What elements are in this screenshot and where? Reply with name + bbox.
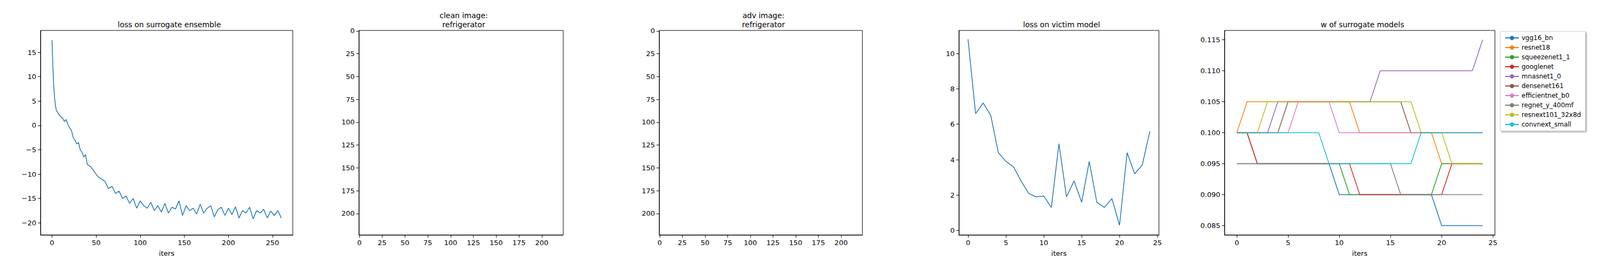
svg-text:10: 10 [1039, 238, 1049, 247]
svg-text:adv image:: adv image: [742, 11, 785, 20]
svg-text:googlenet: googlenet [1521, 62, 1555, 71]
svg-text:10: 10 [945, 49, 955, 58]
svg-text:−5: −5 [26, 145, 37, 154]
svg-text:25: 25 [645, 49, 655, 58]
svg-text:100: 100 [744, 238, 758, 247]
svg-text:vgg16_bn: vgg16_bn [1521, 34, 1554, 42]
svg-text:150: 150 [789, 238, 803, 247]
svg-text:200: 200 [534, 238, 549, 247]
svg-text:50: 50 [91, 238, 101, 247]
svg-text:0: 0 [657, 238, 662, 247]
svg-text:25: 25 [677, 238, 687, 247]
svg-text:50: 50 [700, 238, 710, 247]
svg-text:175: 175 [641, 186, 655, 195]
svg-text:50: 50 [345, 72, 355, 81]
svg-text:−15: −15 [21, 194, 37, 203]
svg-text:15: 15 [27, 48, 37, 57]
svg-text:0: 0 [32, 121, 37, 130]
svg-text:refrigerator: refrigerator [442, 20, 486, 29]
svg-text:50: 50 [400, 238, 410, 247]
svg-text:20: 20 [1115, 238, 1125, 247]
svg-text:0: 0 [1234, 238, 1239, 247]
svg-text:0: 0 [650, 26, 655, 35]
svg-text:4: 4 [950, 155, 955, 164]
svg-text:0.100: 0.100 [1200, 128, 1221, 137]
svg-text:175: 175 [341, 186, 355, 195]
svg-text:iters: iters [1051, 249, 1067, 258]
svg-text:75: 75 [723, 238, 733, 247]
svg-text:15: 15 [1386, 238, 1396, 247]
svg-text:75: 75 [345, 95, 355, 104]
svg-text:100: 100 [443, 238, 458, 247]
svg-text:10: 10 [27, 72, 37, 81]
svg-text:regnet_y_400mf: regnet_y_400mf [1521, 101, 1574, 109]
svg-text:8: 8 [950, 84, 955, 93]
svg-text:0: 0 [965, 238, 971, 247]
svg-text:25: 25 [1488, 238, 1498, 247]
svg-text:0: 0 [49, 238, 54, 247]
svg-text:175: 175 [811, 238, 826, 247]
svg-text:175: 175 [512, 238, 526, 247]
svg-text:iters: iters [1352, 249, 1368, 258]
svg-text:125: 125 [641, 140, 655, 149]
svg-text:125: 125 [341, 140, 355, 149]
svg-text:100: 100 [133, 238, 147, 247]
svg-text:0: 0 [950, 226, 955, 235]
svg-text:15: 15 [1077, 238, 1087, 247]
svg-text:0.090: 0.090 [1200, 190, 1221, 199]
svg-text:10: 10 [1334, 238, 1344, 247]
svg-text:100: 100 [641, 117, 655, 126]
svg-text:150: 150 [177, 238, 191, 247]
svg-text:w of surrogate models: w of surrogate models [1320, 20, 1404, 29]
svg-text:100: 100 [341, 117, 355, 126]
svg-text:200: 200 [834, 238, 848, 247]
svg-text:clean image:: clean image: [439, 11, 488, 20]
svg-text:refrigerator: refrigerator [741, 20, 786, 29]
svg-text:mnasnet1_0: mnasnet1_0 [1521, 72, 1562, 80]
svg-text:0: 0 [350, 26, 355, 35]
svg-text:0.105: 0.105 [1200, 97, 1221, 106]
svg-text:2: 2 [950, 190, 955, 199]
svg-text:50: 50 [645, 72, 655, 81]
svg-text:25: 25 [377, 238, 387, 247]
svg-text:5: 5 [1285, 238, 1291, 247]
svg-text:125: 125 [466, 238, 480, 247]
svg-text:200: 200 [341, 209, 355, 218]
svg-text:convnext_small: convnext_small [1521, 120, 1572, 128]
svg-text:squeezenet1_1: squeezenet1_1 [1521, 53, 1571, 61]
svg-text:0.095: 0.095 [1200, 159, 1221, 168]
svg-text:200: 200 [221, 238, 236, 247]
svg-text:150: 150 [641, 163, 655, 172]
svg-text:0: 0 [357, 238, 362, 247]
svg-text:25: 25 [345, 49, 355, 58]
svg-text:−10: −10 [21, 170, 37, 179]
svg-text:resnet18: resnet18 [1521, 43, 1550, 52]
svg-text:5: 5 [32, 97, 37, 106]
svg-text:iters: iters [158, 249, 175, 258]
svg-text:150: 150 [489, 238, 503, 247]
svg-text:densenet161: densenet161 [1521, 82, 1564, 90]
svg-text:6: 6 [950, 120, 955, 128]
svg-text:0.085: 0.085 [1200, 221, 1221, 230]
svg-text:125: 125 [766, 238, 780, 247]
svg-text:−20: −20 [21, 218, 37, 227]
svg-text:150: 150 [341, 163, 355, 172]
svg-text:0.115: 0.115 [1200, 35, 1221, 44]
svg-text:resnext101_32x8d: resnext101_32x8d [1521, 110, 1581, 119]
svg-text:75: 75 [423, 238, 433, 247]
svg-text:loss on victim model: loss on victim model [1022, 20, 1100, 29]
svg-text:efficientnet_b0: efficientnet_b0 [1521, 91, 1570, 100]
svg-text:25: 25 [1153, 238, 1163, 247]
svg-text:20: 20 [1437, 238, 1447, 247]
svg-text:5: 5 [1003, 238, 1008, 247]
svg-text:200: 200 [641, 209, 655, 218]
svg-text:loss on surrogate ensemble: loss on surrogate ensemble [117, 20, 222, 29]
svg-text:0.110: 0.110 [1200, 66, 1221, 75]
svg-text:250: 250 [266, 238, 280, 247]
svg-text:75: 75 [645, 95, 655, 104]
